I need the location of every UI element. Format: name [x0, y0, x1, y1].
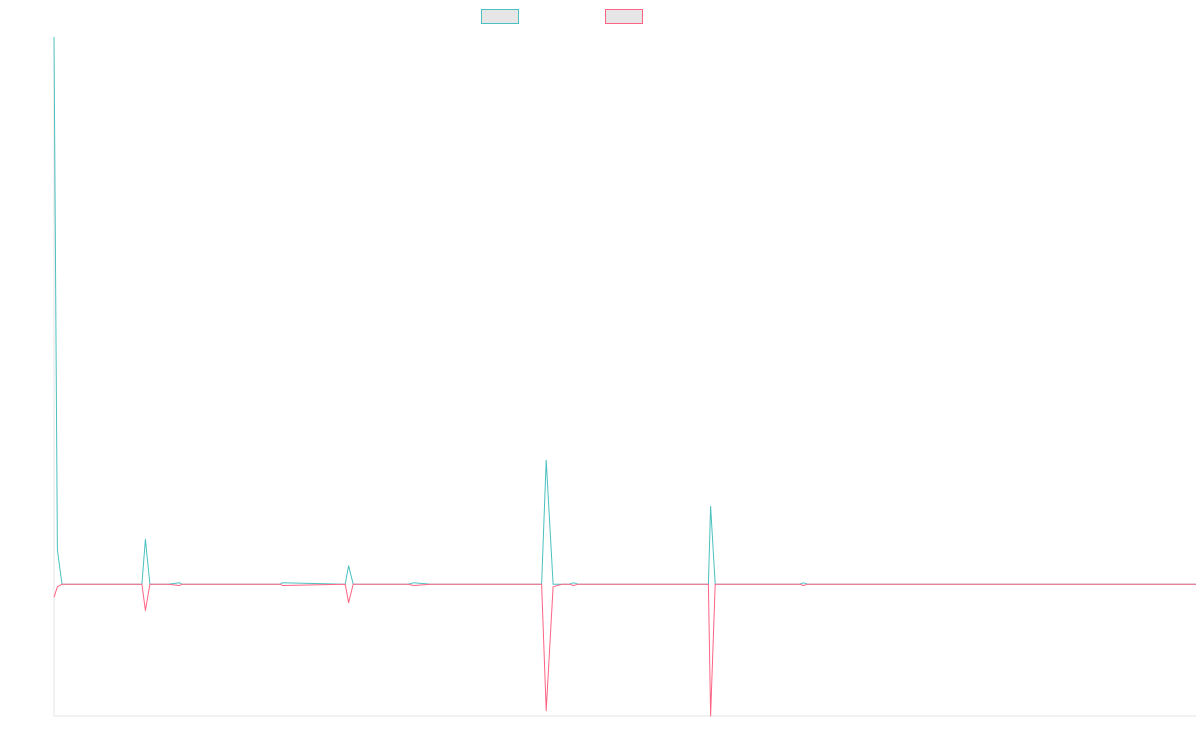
chart-legend	[0, 9, 1200, 27]
legend-swatch-series-1[interactable]	[481, 9, 519, 24]
legend-swatch-series-2[interactable]	[605, 9, 643, 24]
series-2-line	[53, 583, 1196, 717]
series-1-line	[53, 36, 1196, 585]
